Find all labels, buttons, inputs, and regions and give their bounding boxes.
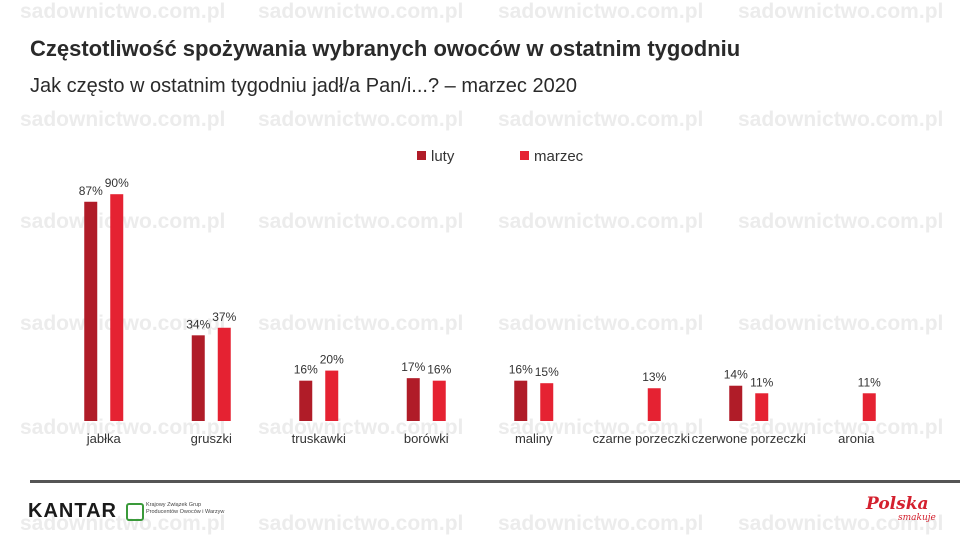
watermark-text: sadownictwo.com.pl xyxy=(258,512,464,535)
footer-divider xyxy=(30,480,960,483)
bar-marzec xyxy=(862,393,876,421)
kzgp-line1: Krajowy Związek Grup xyxy=(146,502,202,508)
chart-subtitle: Jak często w ostatnim tygodniu jadł/a Pa… xyxy=(30,75,577,97)
watermark-text: sadownictwo.com.pl xyxy=(498,0,704,23)
legend-swatch-luty xyxy=(417,151,426,160)
bar-marzec xyxy=(755,393,769,421)
data-label: 37% xyxy=(212,310,236,324)
kzgp-logo-icon xyxy=(126,503,144,521)
chart-title: Częstotliwość spożywania wybranych owocó… xyxy=(30,36,741,61)
watermark-text: sadownictwo.com.pl xyxy=(738,0,944,23)
x-tick-label: borówki xyxy=(404,431,449,446)
kzgp-line2: Producentów Owoców i Warzyw xyxy=(146,509,225,515)
x-tick-label: czerwone porzeczki xyxy=(692,431,806,446)
legend-label-luty: luty xyxy=(431,148,455,165)
watermark-text: sadownictwo.com.pl xyxy=(498,512,704,535)
data-label: 11% xyxy=(858,375,881,389)
data-label: 16% xyxy=(509,363,533,377)
data-label: 16% xyxy=(294,363,318,377)
kzgp-logo-text: Krajowy Związek Grup Producentów Owoców … xyxy=(146,502,224,516)
watermark-text: sadownictwo.com.pl xyxy=(258,0,464,23)
bar-luty xyxy=(514,380,528,421)
bar-marzec xyxy=(217,327,231,421)
legend-label-marzec: marzec xyxy=(534,148,584,165)
bar-chart: 87%90%jabłka34%37%gruszki16%20%truskawki… xyxy=(79,148,881,446)
watermark-text: sadownictwo.com.pl xyxy=(498,108,704,131)
watermark-text: sadownictwo.com.pl xyxy=(20,0,226,23)
bar-luty xyxy=(191,335,205,421)
bar-marzec xyxy=(325,370,339,421)
x-tick-label: maliny xyxy=(515,431,553,446)
watermark-text: sadownictwo.com.pl xyxy=(258,108,464,131)
polska-smakuje-logo: Polska xyxy=(866,494,929,514)
data-label: 16% xyxy=(427,363,451,377)
data-label: 20% xyxy=(320,353,344,367)
x-tick-label: truskawki xyxy=(292,431,346,446)
bar-luty xyxy=(299,380,313,421)
data-label: 11% xyxy=(750,375,773,389)
data-label: 34% xyxy=(186,317,210,331)
bar-luty xyxy=(729,385,743,421)
bar-marzec xyxy=(540,383,554,421)
data-label: 17% xyxy=(401,360,425,374)
legend-swatch-marzec xyxy=(520,151,529,160)
bar-marzec xyxy=(110,194,124,421)
data-label: 15% xyxy=(535,365,559,379)
bar-luty xyxy=(406,378,420,421)
data-label: 14% xyxy=(724,368,748,382)
watermark-text: sadownictwo.com.pl xyxy=(20,108,226,131)
watermark-text: sadownictwo.com.pl xyxy=(738,108,944,131)
kantar-logo: KANTAR xyxy=(28,500,117,522)
bar-marzec xyxy=(647,388,661,421)
x-tick-label: aronia xyxy=(838,431,875,446)
bar-luty xyxy=(84,201,98,421)
x-tick-label: czarne porzeczki xyxy=(592,431,690,446)
data-label: 13% xyxy=(642,370,666,384)
data-label: 90% xyxy=(105,176,129,190)
x-tick-label: gruszki xyxy=(191,431,232,446)
polska-smakuje-tagline: smakuje xyxy=(898,513,936,523)
bar-marzec xyxy=(432,380,446,421)
data-label: 87% xyxy=(79,184,103,198)
x-tick-label: jabłka xyxy=(86,431,122,446)
